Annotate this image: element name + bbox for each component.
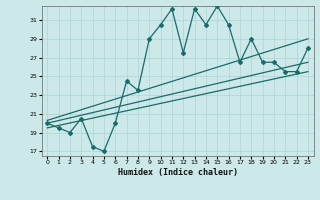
X-axis label: Humidex (Indice chaleur): Humidex (Indice chaleur) <box>118 168 237 177</box>
